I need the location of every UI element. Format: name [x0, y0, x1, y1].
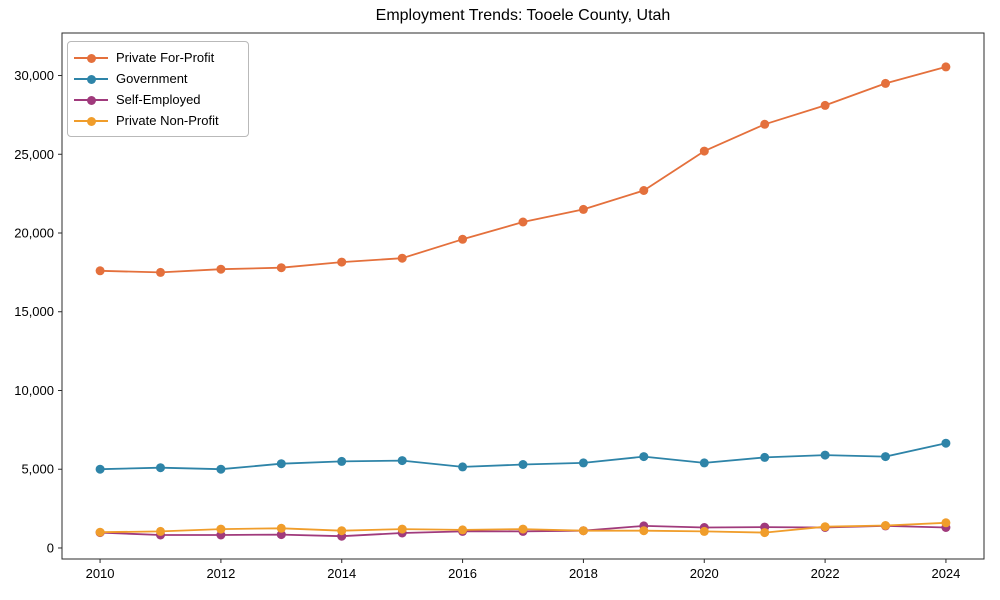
y-axis-tick-label: 0 [47, 540, 54, 555]
legend-label: Government [116, 71, 188, 86]
x-axis-tick-label: 2012 [206, 566, 235, 581]
chart-title: Employment Trends: Tooele County, Utah [375, 7, 671, 24]
y-axis: 0 5,000 10,000 15,000 20,000 25,000 30,000 [14, 68, 62, 555]
data-point [216, 524, 226, 534]
data-point [578, 526, 588, 536]
legend-item-private-for-profit: Private For-Profit [74, 47, 240, 68]
legend: Private For-Profit Government Self-Employe… [67, 41, 249, 137]
data-point [276, 530, 286, 540]
data-point [820, 522, 830, 532]
y-axis-tick-label: 20,000 [14, 226, 54, 241]
x-axis-tick-label: 2022 [811, 566, 840, 581]
data-point [337, 456, 347, 466]
data-point [276, 263, 286, 273]
data-point [458, 525, 468, 535]
data-point [276, 523, 286, 533]
legend-marker-icon [74, 74, 108, 84]
data-point [518, 217, 528, 227]
data-point [216, 264, 226, 274]
data-point [699, 458, 709, 468]
data-point [216, 464, 226, 474]
legend-item-private-non-profit: Private Non-Profit [74, 110, 240, 131]
data-point [941, 438, 951, 448]
data-point [397, 253, 407, 263]
x-axis: 2010 2012 2014 2016 2018 2020 2022 2024 [86, 559, 960, 581]
data-point [397, 524, 407, 534]
x-axis-tick-label: 2014 [327, 566, 356, 581]
data-point [95, 266, 105, 276]
series-government [95, 438, 951, 474]
data-point [518, 524, 528, 534]
legend-label: Private For-Profit [116, 50, 215, 65]
legend-marker-icon [74, 53, 108, 63]
data-point [458, 234, 468, 244]
y-axis-tick-label: 5,000 [21, 462, 54, 477]
data-point [760, 119, 770, 129]
series-private-for-profit [95, 62, 951, 277]
x-axis-tick-label: 2010 [86, 566, 115, 581]
legend-label: Self-Employed [116, 92, 201, 107]
data-point [578, 458, 588, 468]
data-point [941, 518, 951, 528]
data-point [820, 450, 830, 460]
legend-label: Private Non-Profit [116, 113, 219, 128]
data-point [941, 62, 951, 72]
plot-border [61, 32, 985, 560]
y-axis-tick-label: 15,000 [14, 304, 54, 319]
data-point [276, 459, 286, 469]
y-axis-tick-label: 25,000 [14, 147, 54, 162]
y-axis-tick-label: 30,000 [14, 68, 54, 83]
legend-marker-icon [74, 95, 108, 105]
data-point [881, 452, 890, 462]
data-point [639, 186, 649, 195]
data-point [881, 521, 890, 530]
x-axis-tick-label: 2016 [448, 566, 477, 581]
x-axis-tick-label: 2024 [931, 566, 960, 581]
data-point [760, 452, 770, 462]
data-point [156, 526, 165, 536]
data-point [639, 526, 649, 536]
x-axis-tick-label: 2018 [569, 566, 598, 581]
legend-item-government: Government [74, 68, 240, 89]
data-point [881, 78, 890, 88]
data-point [458, 462, 468, 472]
data-point [699, 526, 709, 536]
y-axis-tick-label: 10,000 [14, 383, 54, 398]
data-point [639, 452, 649, 462]
legend-marker-icon [74, 116, 108, 126]
data-point [156, 267, 165, 277]
data-point [699, 146, 709, 156]
legend-item-self-employed: Self-Employed [74, 89, 240, 110]
data-point [156, 463, 165, 473]
data-point [820, 100, 830, 110]
data-point [337, 257, 347, 267]
data-point [337, 526, 347, 536]
series-private-non-profit [95, 518, 951, 538]
data-point [397, 456, 407, 466]
data-point [578, 204, 588, 214]
data-point [95, 527, 105, 537]
data-point [760, 528, 770, 538]
data-point [95, 464, 105, 474]
x-axis-tick-label: 2020 [690, 566, 719, 581]
data-point [518, 460, 528, 469]
